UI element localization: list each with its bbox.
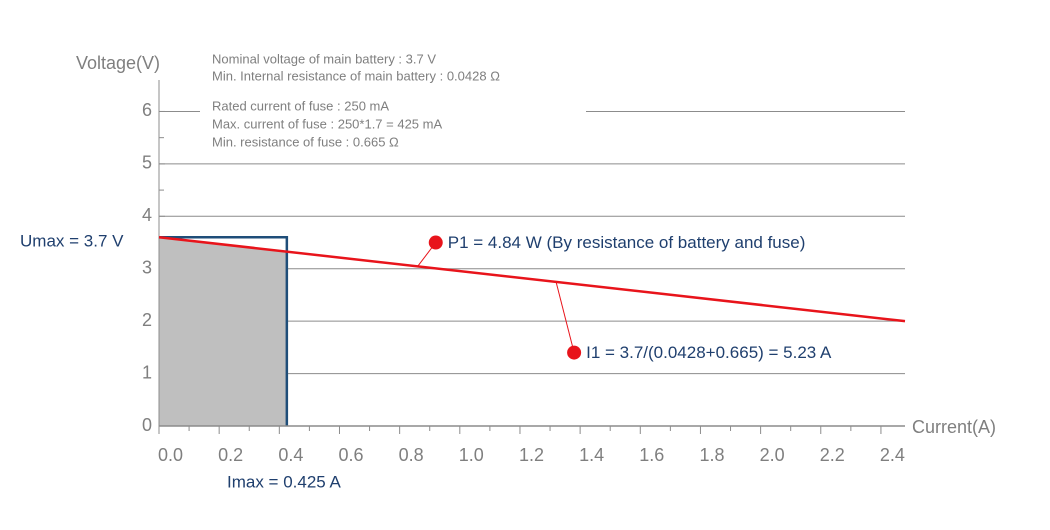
note: Min. Internal resistance of main battery… xyxy=(212,68,500,83)
notes-background xyxy=(200,100,586,152)
x-tick-label: 0.2 xyxy=(218,445,243,465)
note: Max. current of fuse : 250*1.7 = 425 mA xyxy=(212,116,442,131)
x-tick-label: 2.4 xyxy=(880,445,905,465)
y-axis-label: Voltage(V) xyxy=(76,53,160,73)
x-axis-label: Current(A) xyxy=(912,417,996,437)
y-tick-label: 2 xyxy=(142,310,152,330)
x-tick-label: 1.6 xyxy=(639,445,664,465)
x-tick-label: 2.0 xyxy=(760,445,785,465)
x-tick-label: 1.2 xyxy=(519,445,544,465)
note: Min. resistance of fuse : 0.665 Ω xyxy=(212,134,399,149)
y-tick-label: 5 xyxy=(142,153,152,173)
y-tick-label: 4 xyxy=(142,205,152,225)
y-tick-label: 1 xyxy=(142,362,152,382)
x-tick-label: 2.2 xyxy=(820,445,845,465)
note: Nominal voltage of main battery : 3.7 V xyxy=(212,51,436,66)
point-marker xyxy=(567,345,582,360)
x-tick-label: 0.8 xyxy=(399,445,424,465)
imax-label: Imax = 0.425 A xyxy=(227,472,342,491)
y-tick-label: 0 xyxy=(142,415,152,435)
x-tick-label: 1.4 xyxy=(579,445,604,465)
point-label: P1 = 4.84 W (By resistance of battery an… xyxy=(448,233,806,252)
x-tick-label: 1.8 xyxy=(699,445,724,465)
point-label: I1 = 3.7/(0.0428+0.665) = 5.23 A xyxy=(586,343,832,362)
x-tick-label: 0.6 xyxy=(338,445,363,465)
point-marker xyxy=(428,235,443,250)
x-tick-label: 0.0 xyxy=(158,445,183,465)
y-tick-label: 3 xyxy=(142,257,152,277)
umax-label: Umax = 3.7 V xyxy=(20,231,124,250)
leader-line xyxy=(555,281,575,353)
load-line xyxy=(158,236,906,323)
shaded-area xyxy=(159,237,287,426)
x-tick-label: 0.4 xyxy=(278,445,303,465)
power-box xyxy=(159,236,289,426)
y-tick-label: 6 xyxy=(142,100,152,120)
note: Rated current of fuse : 250 mA xyxy=(212,98,389,113)
x-tick-label: 1.0 xyxy=(459,445,484,465)
